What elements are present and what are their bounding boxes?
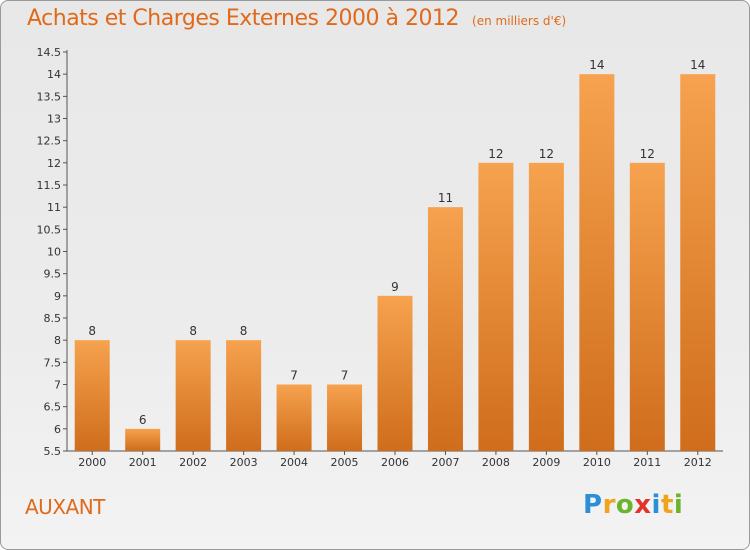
x-tick-label: 2002 <box>179 456 207 469</box>
y-tick-label: 5.5 <box>44 445 62 458</box>
bar-value-label: 14 <box>690 58 705 72</box>
y-tick-label: 6.5 <box>44 401 62 414</box>
bar-value-label: 14 <box>589 58 604 72</box>
bar <box>377 295 413 451</box>
axes: 5.5 6 6.5 7 7.5 8 8.5 9 9.5 10 10.5 11 11.5 12 12.5 13 1… <box>37 46 723 469</box>
bar-value-label: 12 <box>539 147 554 161</box>
bar <box>427 207 463 451</box>
x-tick-label: 2006 <box>381 456 409 469</box>
y-tick-label: 13 <box>47 113 61 126</box>
y-tick-label: 12.5 <box>37 135 62 148</box>
y-tick-label: 7 <box>54 379 61 392</box>
x-tick-label: 2005 <box>331 456 359 469</box>
data-labels: 8 6 8 8 7 7 9 11 12 12 14 12 14 <box>88 58 705 427</box>
y-tick-label: 8 <box>54 334 61 347</box>
x-tick-label: 2012 <box>684 456 712 469</box>
bar <box>478 162 514 452</box>
x-tick-label: 2010 <box>583 456 611 469</box>
bar-value-label: 7 <box>341 369 349 383</box>
y-tick-label: 7.5 <box>44 356 62 369</box>
x-tick-label: 2001 <box>129 456 157 469</box>
x-tick-label: 2004 <box>280 456 308 469</box>
logo-letter: P <box>583 490 603 520</box>
bar-value-label: 8 <box>240 324 248 338</box>
bar <box>579 74 615 452</box>
y-tick-label: 13.5 <box>37 90 62 103</box>
bar-value-label: 7 <box>290 369 298 383</box>
bar-value-label: 8 <box>88 324 96 338</box>
y-tick-label: 14.5 <box>37 46 62 59</box>
logo-letter: t <box>660 490 674 520</box>
bar-value-label: 12 <box>488 147 503 161</box>
commune-name: AUXANT <box>25 495 105 519</box>
y-tick-label: 8.5 <box>44 312 62 325</box>
x-tick-label: 2000 <box>78 456 106 469</box>
bars <box>74 74 716 452</box>
chart-title: Achats et Charges Externes 2000 à 2012 <box>27 6 459 31</box>
title-line: Achats et Charges Externes 2000 à 2012 (… <box>27 6 566 31</box>
x-tick-label: 2007 <box>431 456 459 469</box>
x-tick-label: 2008 <box>482 456 510 469</box>
bar-value-label: 6 <box>139 413 147 427</box>
logo-letter: i <box>673 490 684 520</box>
chart-subtitle: (en milliers d'€) <box>472 14 567 28</box>
bar-value-label: 12 <box>640 147 655 161</box>
x-tick-label: 2011 <box>633 456 661 469</box>
bar-value-label: 8 <box>189 324 197 338</box>
bar <box>226 340 262 451</box>
y-tick-label: 14 <box>47 68 61 81</box>
proxiti-logo: Proxiti <box>583 490 683 520</box>
x-tick-label: 2009 <box>532 456 560 469</box>
bar <box>680 74 716 452</box>
y-tick-label: 11.5 <box>37 179 62 192</box>
bar-value-label: 11 <box>438 191 453 205</box>
logo-letter: o <box>615 490 635 520</box>
bar <box>629 162 665 452</box>
y-tick-label: 10 <box>47 246 61 259</box>
y-tick-label: 9 <box>54 290 61 303</box>
bar <box>175 340 211 451</box>
bar <box>327 384 363 451</box>
x-tick-label: 2003 <box>230 456 258 469</box>
y-tick-label: 11 <box>47 201 61 214</box>
bar <box>528 162 564 452</box>
y-tick-label: 12 <box>47 157 61 170</box>
logo-letter: r <box>602 490 616 520</box>
bar <box>74 340 110 451</box>
bar <box>276 384 312 451</box>
y-tick-label: 10.5 <box>37 223 62 236</box>
logo-letter: x <box>634 490 652 520</box>
y-tick-label: 6 <box>54 423 61 436</box>
logo-letter: i <box>651 490 661 520</box>
bar <box>125 428 161 451</box>
bar-value-label: 9 <box>391 280 399 294</box>
y-tick-label: 9.5 <box>44 268 62 281</box>
